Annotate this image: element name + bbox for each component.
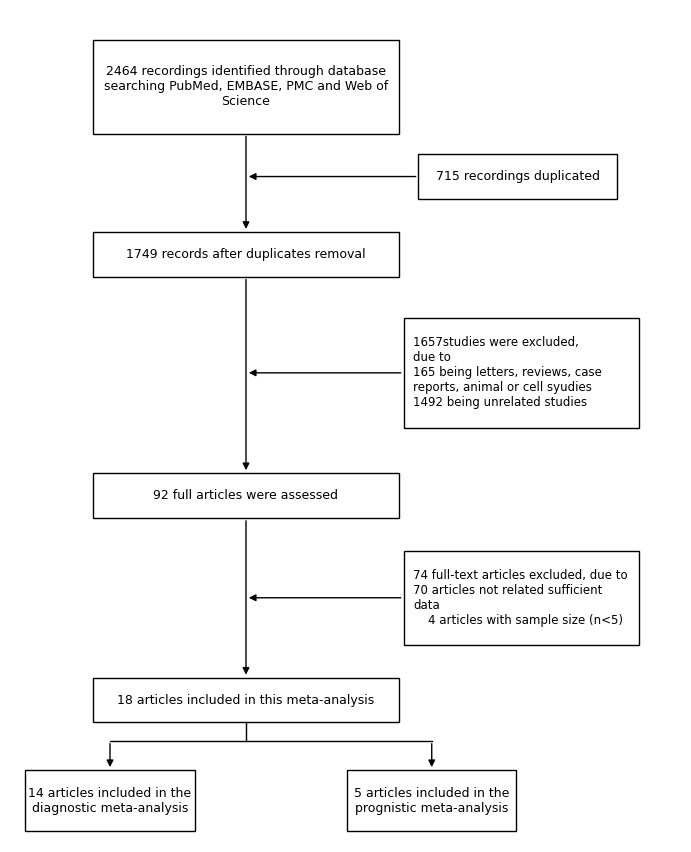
Bar — [347, 770, 516, 832]
Text: 2464 recordings identified through database
searching PubMed, EMBASE, PMC and We: 2464 recordings identified through datab… — [104, 65, 388, 108]
Bar — [26, 770, 195, 832]
Bar — [93, 677, 399, 722]
Text: 74 full-text articles excluded, due to
70 articles not related sufficient
data
 : 74 full-text articles excluded, due to 7… — [413, 569, 628, 627]
Bar — [93, 473, 399, 518]
Bar — [404, 550, 639, 645]
Text: 715 recordings duplicated: 715 recordings duplicated — [436, 170, 600, 183]
Bar — [93, 232, 399, 277]
Text: 14 articles included in the
diagnostic meta-analysis: 14 articles included in the diagnostic m… — [28, 786, 191, 815]
Bar — [404, 318, 639, 428]
Text: 1749 records after duplicates removal: 1749 records after duplicates removal — [126, 248, 366, 261]
Text: 92 full articles were assessed: 92 full articles were assessed — [153, 489, 339, 502]
Bar — [419, 154, 618, 199]
Bar — [93, 39, 399, 134]
Text: 5 articles included in the
prognistic meta-analysis: 5 articles included in the prognistic me… — [354, 786, 509, 815]
Text: 18 articles included in this meta-analysis: 18 articles included in this meta-analys… — [117, 694, 375, 706]
Text: 1657studies were excluded,
due to
165 being letters, reviews, case
reports, anim: 1657studies were excluded, due to 165 be… — [413, 337, 603, 409]
